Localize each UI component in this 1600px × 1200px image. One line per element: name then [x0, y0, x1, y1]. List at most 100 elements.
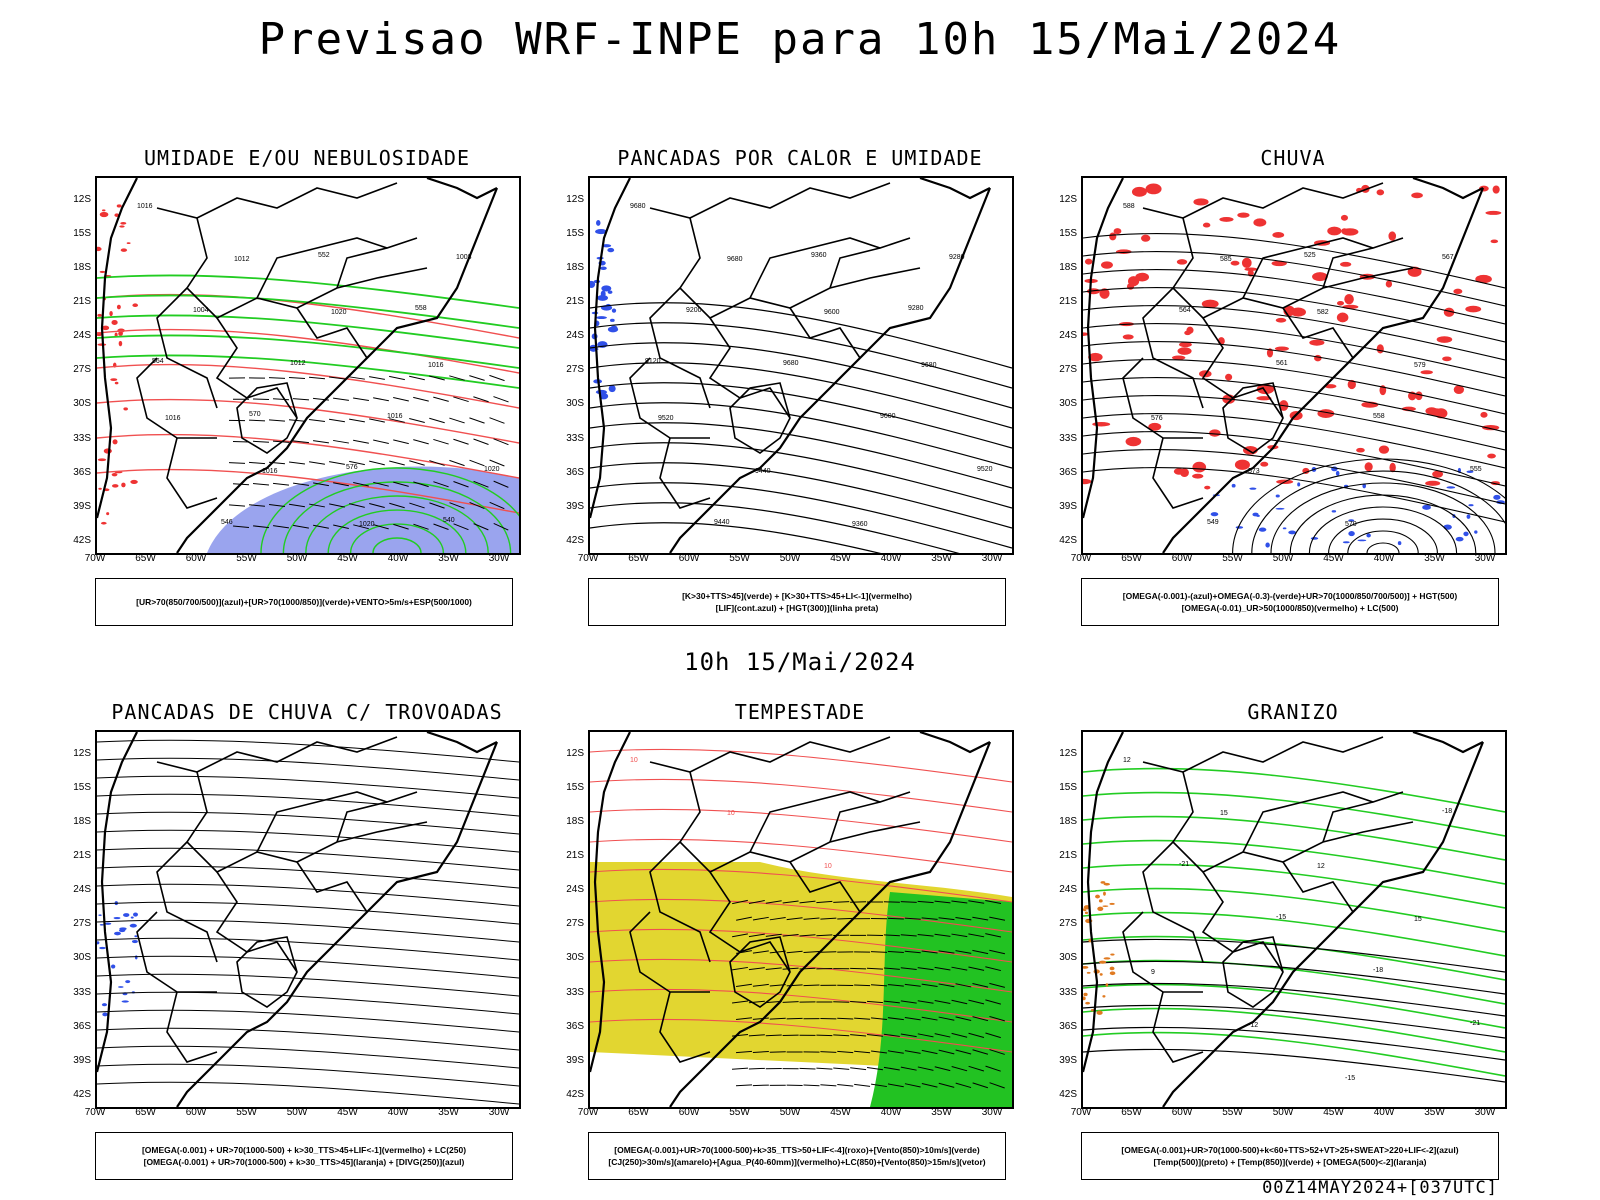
rain-area-red	[1193, 198, 1209, 206]
divergence-blue	[104, 922, 112, 925]
contour-label: -15	[1345, 1075, 1355, 1082]
rain-area-red	[1465, 305, 1482, 313]
lon-tick-label: 40W	[1373, 1107, 1395, 1118]
contour-label: 9680	[727, 256, 743, 263]
legend-line: [OMEGA(-0.001) + UR>70(1000-500) + k>30_…	[141, 1145, 467, 1155]
wind-vector	[900, 1066, 917, 1071]
humidity-contour-green	[372, 537, 422, 553]
wind-vector	[833, 1067, 850, 1070]
lifted-index-blue	[600, 266, 607, 270]
temp-850-contour	[1083, 911, 1505, 957]
wind-vector	[308, 376, 326, 380]
wind-vector	[449, 375, 465, 381]
omega-area-blue	[1210, 512, 1219, 517]
legend-umidade: [UR>70(850/700/500)](azul)+[UR>70(1000/8…	[95, 578, 513, 626]
wind-vector	[473, 396, 489, 403]
lon-tick-label: 60W	[678, 553, 700, 564]
contour-label: 1016	[165, 415, 181, 422]
wind-vector	[921, 1083, 938, 1088]
wind-vector	[833, 1034, 850, 1037]
contour-label: 588	[1123, 203, 1135, 210]
map-granizo: 12 15 12 15 9 -12 -15 -18 -21 -15 -18 -21	[1081, 730, 1507, 1109]
temp-850-contour	[1083, 983, 1505, 1029]
state-border	[296, 861, 368, 913]
rain-area-red	[1275, 317, 1287, 323]
lat-tick-label: 18S	[566, 816, 584, 828]
height-300-contour	[590, 502, 960, 553]
rain-area-red	[1453, 288, 1463, 295]
omega-orange	[1109, 971, 1116, 976]
wind-vector	[887, 950, 904, 954]
wind-vector	[837, 1017, 854, 1020]
wind-vector	[870, 951, 888, 953]
wind-vector	[752, 1017, 769, 1020]
omega-orange	[1085, 1001, 1090, 1005]
omega-orange	[1098, 899, 1103, 903]
rain-area-red	[1176, 259, 1188, 265]
divergence-blue	[118, 986, 124, 988]
humidity-marks-red	[120, 248, 128, 252]
wind-vector	[816, 1034, 833, 1037]
lifted-index-blue	[611, 308, 617, 313]
wind-vector	[955, 983, 972, 988]
wind-vector	[369, 460, 385, 466]
legend-line: [UR>70(850/700/500)](azul)+[UR>70(1000/8…	[136, 597, 472, 607]
state-border	[136, 357, 217, 439]
rain-area-red	[1204, 485, 1211, 490]
contour-label: 1016	[428, 362, 444, 369]
wind-vector	[951, 900, 968, 904]
streamline-850	[590, 898, 1012, 933]
wind-vector	[489, 417, 505, 424]
state-border	[236, 936, 298, 1008]
wind-vector	[951, 1066, 968, 1072]
wind-vector	[883, 1033, 900, 1037]
wind-vector	[333, 524, 349, 529]
legend-line: [OMEGA(-0.001)+UR>70(1000-500)+k>35_TTS>…	[614, 1145, 980, 1155]
wind-vector	[413, 481, 429, 488]
wind-vector	[917, 933, 934, 937]
wind-vector	[409, 460, 425, 466]
state-border	[1201, 871, 1284, 973]
lifted-index-blue	[605, 303, 612, 310]
wind-vector	[228, 504, 246, 507]
state-border	[1201, 317, 1284, 419]
wind-vector	[735, 1017, 753, 1021]
streamline-250	[97, 1063, 519, 1087]
state-border	[1152, 437, 1204, 509]
wind-vector	[934, 1066, 951, 1072]
lat-tick-label: 39S	[566, 1054, 584, 1066]
panel-title: PANCADAS POR CALOR E UMIDADE	[617, 146, 983, 170]
rain-area-red	[1192, 461, 1207, 473]
rain-area-red	[1420, 370, 1433, 375]
lifted-index-blue	[595, 316, 608, 320]
lon-tick-label: 55W	[729, 553, 750, 564]
height-500-contour	[1083, 341, 1505, 397]
omega-area-blue	[1463, 531, 1469, 537]
wind-vector	[349, 418, 365, 423]
wind-vector	[429, 502, 445, 509]
lifted-index-blue	[597, 294, 609, 301]
omega-area-blue	[1366, 533, 1371, 538]
rain-area-red	[1083, 478, 1092, 485]
wind-vector	[269, 503, 285, 508]
thickness-contour	[97, 398, 519, 444]
wind-vector	[951, 933, 968, 938]
wind-vector	[453, 438, 469, 445]
lat-tick-label: 21S	[566, 850, 584, 862]
omega-orange	[1105, 983, 1109, 987]
wind-vector	[951, 999, 968, 1005]
rain-area-red	[1274, 346, 1289, 351]
humidity-marks-red	[97, 313, 102, 317]
lon-tick-label: 45W	[337, 1107, 358, 1118]
wind-vector	[968, 999, 985, 1005]
wind-vector	[353, 397, 369, 402]
state-border	[629, 357, 710, 439]
lon-tick-label: 55W	[729, 1107, 750, 1118]
omega-orange	[1099, 973, 1103, 976]
lat-tick-label: 33S	[566, 986, 584, 998]
rain-area-red	[1411, 192, 1423, 199]
contour-label: 1020	[359, 521, 375, 528]
wind-vector	[489, 459, 505, 467]
streamline-250	[97, 901, 519, 925]
lon-tick-label: 55W	[236, 553, 257, 564]
